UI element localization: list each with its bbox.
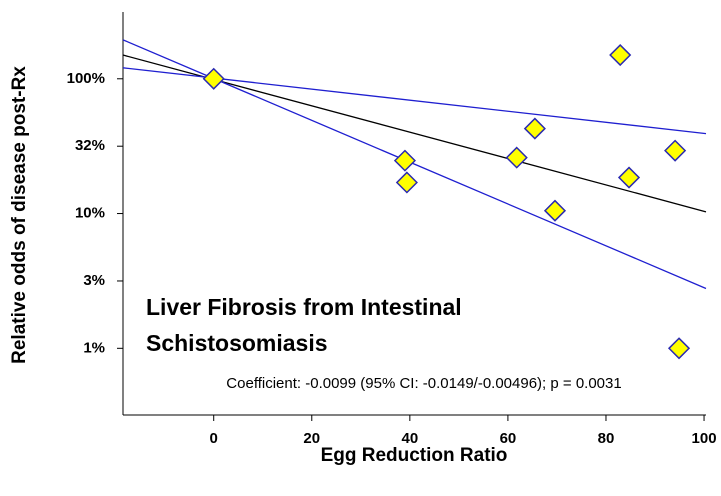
y-axis-label: Relative odds of disease post-Rx xyxy=(9,66,30,364)
y-tick-label: 10% xyxy=(75,205,105,222)
point xyxy=(395,171,418,194)
y-tick-label: 32% xyxy=(75,137,105,154)
point xyxy=(505,146,528,169)
point xyxy=(543,199,567,222)
x-tick-label: 20 xyxy=(303,430,320,447)
x-tick-label: 80 xyxy=(598,430,615,447)
y-tick-label: 1% xyxy=(83,339,105,356)
x-axis-label: Egg Reduction Ratio xyxy=(321,445,508,466)
point xyxy=(393,149,416,172)
point xyxy=(523,117,546,140)
point xyxy=(609,43,632,67)
note: Coefficient: -0.0099 (95% CI: -0.0149/-0… xyxy=(226,375,621,392)
annotation: Schistosomiasis xyxy=(146,330,328,356)
point xyxy=(617,166,641,189)
annotation: Liver Fibrosis from Intestinal xyxy=(146,294,462,320)
x-tick-label: 40 xyxy=(401,430,418,447)
point xyxy=(667,337,691,360)
x-tick-label: 60 xyxy=(500,430,517,447)
y-tick-label: 3% xyxy=(83,272,105,289)
point xyxy=(664,139,687,162)
y-tick-label: 100% xyxy=(67,70,105,87)
x-tick-label: 0 xyxy=(210,430,218,447)
point xyxy=(202,67,225,90)
x-tick-label: 100 xyxy=(692,430,717,447)
